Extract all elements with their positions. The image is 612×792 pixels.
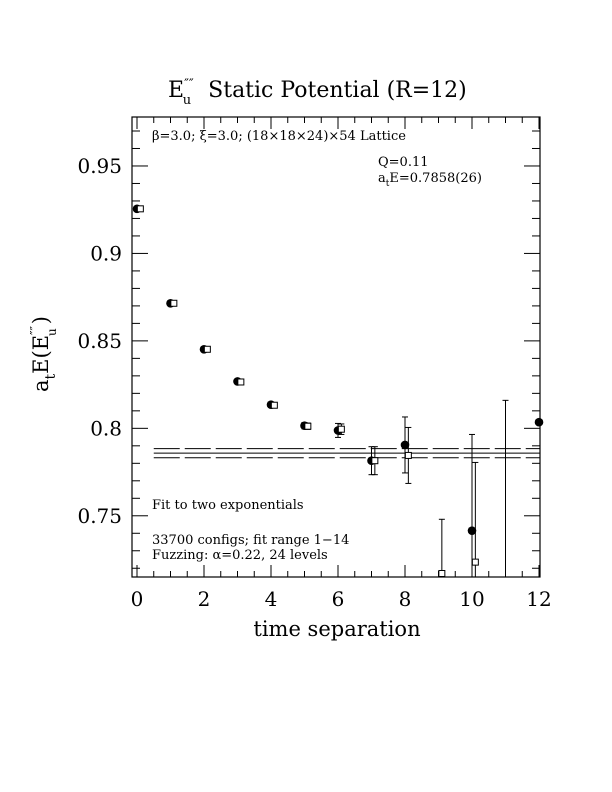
configs-annotation: 33700 configs; fit range 1−14 <box>152 533 349 548</box>
y-tick-label: 0.9 <box>90 241 122 265</box>
square-point <box>304 422 312 430</box>
square-point <box>337 425 345 433</box>
y-axis-label: atE(E″″ u) <box>28 316 59 392</box>
square-point <box>237 378 245 386</box>
q-annotation: Q=0.11 <box>378 155 429 170</box>
square-point <box>270 401 278 409</box>
y-tick-label: 0.8 <box>90 416 122 440</box>
circle-point <box>400 440 410 450</box>
ae-annotation: atE=0.7858(26) <box>378 171 482 189</box>
fuzzing-annotation: Fuzzing: α=0.22, 24 levels <box>152 548 328 563</box>
x-tick-label: 0 <box>131 587 144 611</box>
ae-a: a <box>378 171 386 186</box>
y-tick-label: 0.95 <box>77 154 122 178</box>
chart-title-symbol: E <box>168 78 184 103</box>
square-point <box>136 205 144 213</box>
x-tick-label: 4 <box>265 587 278 611</box>
x-axis-label: time separation <box>253 617 420 641</box>
y-label-t: t <box>43 373 59 379</box>
y-tick-label: 0.75 <box>77 504 122 528</box>
chart-title-rest: Static Potential (R=12) <box>208 78 467 103</box>
square-point <box>438 570 446 578</box>
y-tick-label: 0.85 <box>77 329 122 353</box>
chart-title-sub: u <box>183 93 191 108</box>
y-label-sup: ″″ <box>28 325 42 334</box>
y-label-a: a <box>29 379 53 392</box>
x-tick-label: 12 <box>526 587 551 611</box>
x-tick-label: 8 <box>399 587 412 611</box>
x-tick-label: 6 <box>332 587 345 611</box>
square-point <box>404 451 412 459</box>
x-tick-label: 2 <box>198 587 211 611</box>
square-point <box>203 345 211 353</box>
square-point <box>371 457 379 465</box>
ae-value: E=0.7858(26) <box>389 171 482 186</box>
square-point <box>170 299 178 307</box>
circle-point <box>534 417 544 427</box>
chart-title: E″″ u Static Potential (R=12) <box>168 77 467 108</box>
lattice-annotation: β=3.0; ξ=3.0; (18×18×24)×54 Lattice <box>152 129 406 144</box>
plot-frame <box>131 116 541 578</box>
y-label-close: ) <box>29 316 53 324</box>
ae-t: t <box>386 179 390 189</box>
x-tick-label: 10 <box>459 587 484 611</box>
circle-point <box>467 526 477 535</box>
y-label-e: E(E <box>29 335 53 374</box>
y-label-sub: u <box>45 328 59 336</box>
fit-annotation: Fit to two exponentials <box>152 498 304 513</box>
chart-title-sup: ″″ <box>184 77 194 92</box>
square-point <box>471 558 479 566</box>
